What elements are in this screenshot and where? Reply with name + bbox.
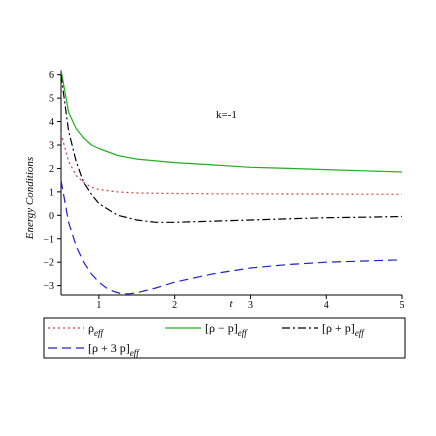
x-tick-label: 2: [172, 300, 177, 311]
series-line-1: [60, 133, 402, 195]
y-tick-label: 4: [49, 117, 54, 128]
y-ticks: −3 −2 −1 0 1 2 3 4 5 6: [43, 70, 61, 292]
y-tick-label: −1: [43, 234, 54, 245]
series-line-4: [60, 180, 403, 295]
legend-label-subscript: eff: [130, 348, 140, 358]
legend-label-subscript: eff: [355, 328, 365, 338]
legend-label-4: [ρ + 3 p]eff: [88, 341, 140, 358]
y-tick-label: 6: [49, 70, 54, 81]
y-axis-title: Energy Conditions: [24, 157, 36, 240]
k-annotation: k=-1: [216, 109, 237, 121]
y-tick-label: 1: [49, 187, 54, 198]
y-tick-label: 0: [49, 211, 54, 222]
y-tick-label: 3: [49, 141, 54, 152]
plot-area: 1 2 3 4 5 −3 −2 −1 0 1 2 3 4 5 6: [43, 69, 405, 311]
x-tick-label: 4: [324, 300, 329, 311]
series-line-2: [60, 69, 403, 173]
y-tick-label: −2: [43, 258, 54, 269]
x-tick-label: 3: [248, 300, 253, 311]
series-line-3: [60, 74, 403, 223]
series-group: [60, 69, 403, 295]
legend-label-subscript: eff: [94, 328, 104, 338]
y-tick-label: −3: [43, 281, 54, 292]
legend-label-3: [ρ + p]eff: [322, 321, 365, 338]
x-tick-label: 1: [96, 300, 101, 311]
legend-box: [43, 317, 406, 359]
legend-label-2: [ρ − p]eff: [205, 321, 248, 338]
x-axis-title: t: [229, 298, 233, 310]
y-tick-label: 5: [49, 94, 54, 105]
x-ticks: 1 2 3 4 5: [96, 295, 405, 311]
legend: ρeff [ρ − p]eff [ρ + p]eff[ρ + 3 p]eff: [43, 317, 406, 359]
y-tick-label: 2: [49, 164, 54, 175]
legend-label-subscript: eff: [238, 328, 248, 338]
x-tick-label: 5: [400, 300, 405, 311]
